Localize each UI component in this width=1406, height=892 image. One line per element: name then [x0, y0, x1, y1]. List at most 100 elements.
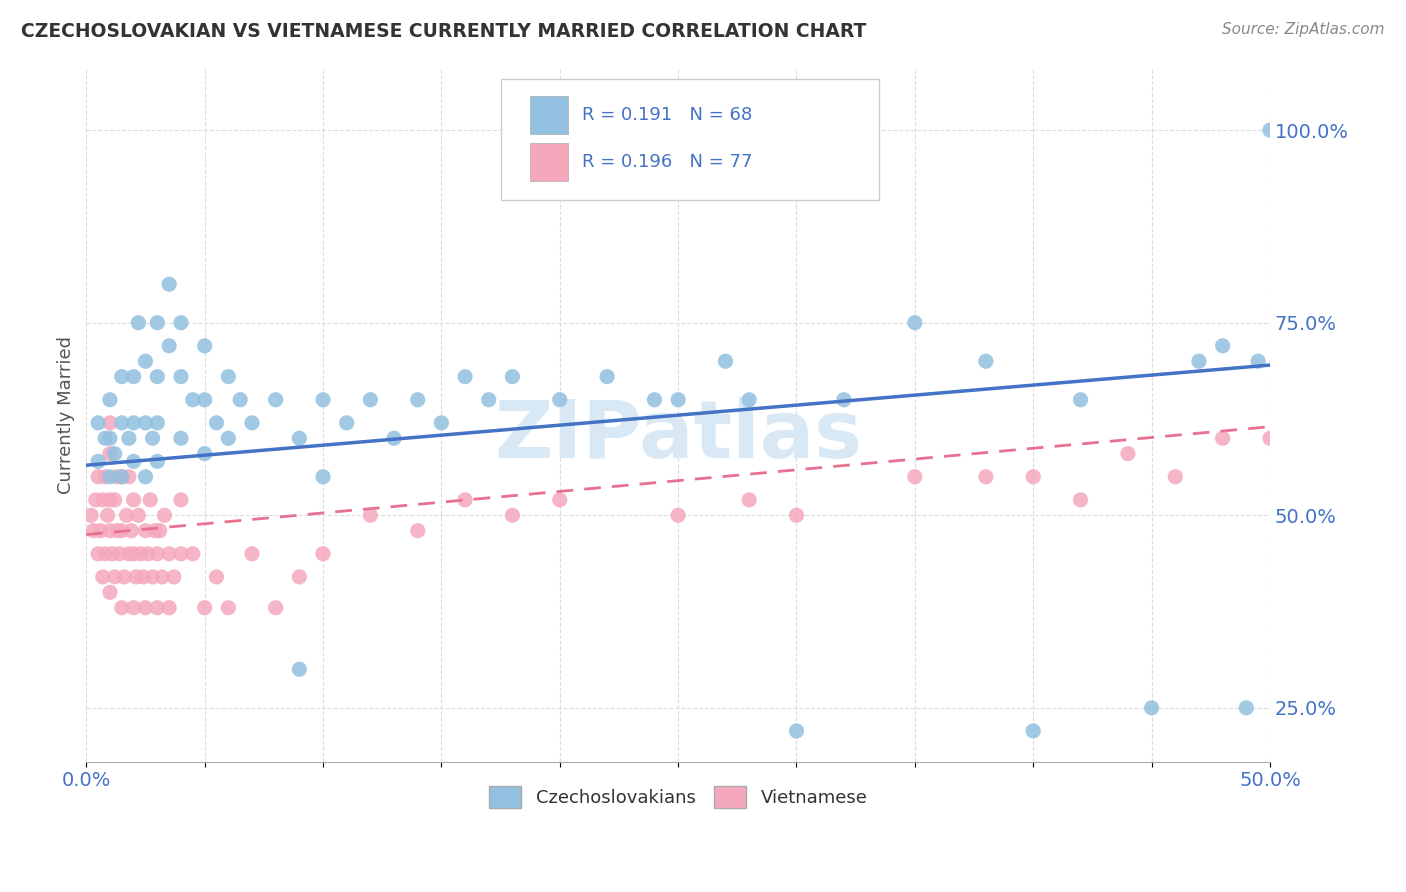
Point	[904, 469, 927, 483]
Point	[134, 416, 156, 430]
Point	[157, 277, 180, 292]
Point	[111, 469, 134, 483]
Point	[336, 416, 359, 430]
Text: R = 0.191   N = 68: R = 0.191 N = 68	[582, 106, 752, 124]
Point	[146, 600, 169, 615]
Text: R = 0.196   N = 77: R = 0.196 N = 77	[582, 153, 752, 170]
Point	[80, 508, 103, 523]
Point	[142, 570, 165, 584]
Point	[359, 508, 381, 523]
Point	[91, 570, 114, 584]
Point	[785, 508, 807, 523]
Point	[288, 431, 311, 445]
Point	[98, 585, 121, 599]
Point	[101, 547, 124, 561]
Point	[217, 600, 239, 615]
Point	[98, 431, 121, 445]
Point	[217, 369, 239, 384]
Point	[288, 570, 311, 584]
Point	[87, 469, 110, 483]
Point	[139, 492, 162, 507]
Point	[98, 524, 121, 538]
Point	[122, 416, 145, 430]
Point	[118, 469, 141, 483]
Point	[738, 492, 761, 507]
Point	[288, 662, 311, 676]
Point	[118, 431, 141, 445]
Point	[548, 492, 571, 507]
Point	[118, 547, 141, 561]
Legend: Czechoslovakians, Vietnamese: Czechoslovakians, Vietnamese	[482, 779, 875, 815]
Point	[149, 524, 172, 538]
Point	[194, 600, 217, 615]
Point	[134, 600, 156, 615]
Point	[430, 416, 453, 430]
Point	[454, 492, 477, 507]
Point	[1022, 469, 1045, 483]
Point	[87, 454, 110, 468]
Point	[146, 454, 169, 468]
Point	[738, 392, 761, 407]
Point	[1070, 392, 1092, 407]
Point	[1164, 469, 1187, 483]
Point	[127, 316, 149, 330]
Point	[98, 469, 121, 483]
Point	[134, 524, 156, 538]
Point	[82, 524, 104, 538]
Point	[157, 600, 180, 615]
Point	[134, 469, 156, 483]
Point	[832, 392, 855, 407]
Point	[132, 570, 155, 584]
Point	[111, 369, 134, 384]
Point	[111, 600, 134, 615]
Point	[170, 369, 193, 384]
Point	[181, 547, 204, 561]
Point	[157, 339, 180, 353]
Point	[150, 570, 173, 584]
Point	[84, 492, 107, 507]
Point	[974, 354, 997, 368]
Point	[98, 416, 121, 430]
Point	[104, 492, 127, 507]
Point	[1022, 723, 1045, 738]
Y-axis label: Currently Married: Currently Married	[58, 336, 75, 494]
Point	[170, 492, 193, 507]
Point	[264, 600, 287, 615]
Point	[111, 524, 134, 538]
Point	[157, 547, 180, 561]
Point	[785, 723, 807, 738]
Point	[111, 469, 134, 483]
Point	[94, 431, 117, 445]
Point	[1258, 431, 1281, 445]
Point	[217, 431, 239, 445]
Text: CZECHOSLOVAKIAN VS VIETNAMESE CURRENTLY MARRIED CORRELATION CHART: CZECHOSLOVAKIAN VS VIETNAMESE CURRENTLY …	[21, 22, 866, 41]
Point	[146, 547, 169, 561]
Point	[501, 369, 523, 384]
Point	[1070, 492, 1092, 507]
Point	[454, 369, 477, 384]
Point	[98, 447, 121, 461]
Bar	[530, 143, 568, 181]
Point	[111, 416, 134, 430]
Point	[129, 547, 152, 561]
Point	[312, 547, 335, 561]
Point	[194, 447, 217, 461]
Point	[105, 469, 128, 483]
Text: Source: ZipAtlas.com: Source: ZipAtlas.com	[1222, 22, 1385, 37]
Point	[1212, 339, 1234, 353]
Point	[666, 508, 689, 523]
Point	[91, 492, 114, 507]
Point	[205, 416, 228, 430]
Point	[406, 392, 429, 407]
Point	[264, 392, 287, 407]
Point	[170, 547, 193, 561]
FancyBboxPatch shape	[501, 78, 879, 200]
Point	[153, 508, 176, 523]
Point	[134, 354, 156, 368]
Point	[163, 570, 186, 584]
Point	[122, 600, 145, 615]
Point	[1188, 354, 1211, 368]
Point	[94, 547, 117, 561]
Point	[596, 369, 619, 384]
Point	[194, 392, 217, 407]
